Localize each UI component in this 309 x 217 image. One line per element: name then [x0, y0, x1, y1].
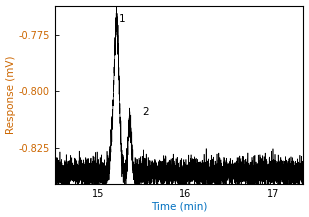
Text: 1: 1 [118, 14, 125, 24]
Y-axis label: Response (mV): Response (mV) [6, 55, 15, 134]
Text: 2: 2 [142, 107, 149, 117]
X-axis label: Time (min): Time (min) [151, 201, 207, 211]
